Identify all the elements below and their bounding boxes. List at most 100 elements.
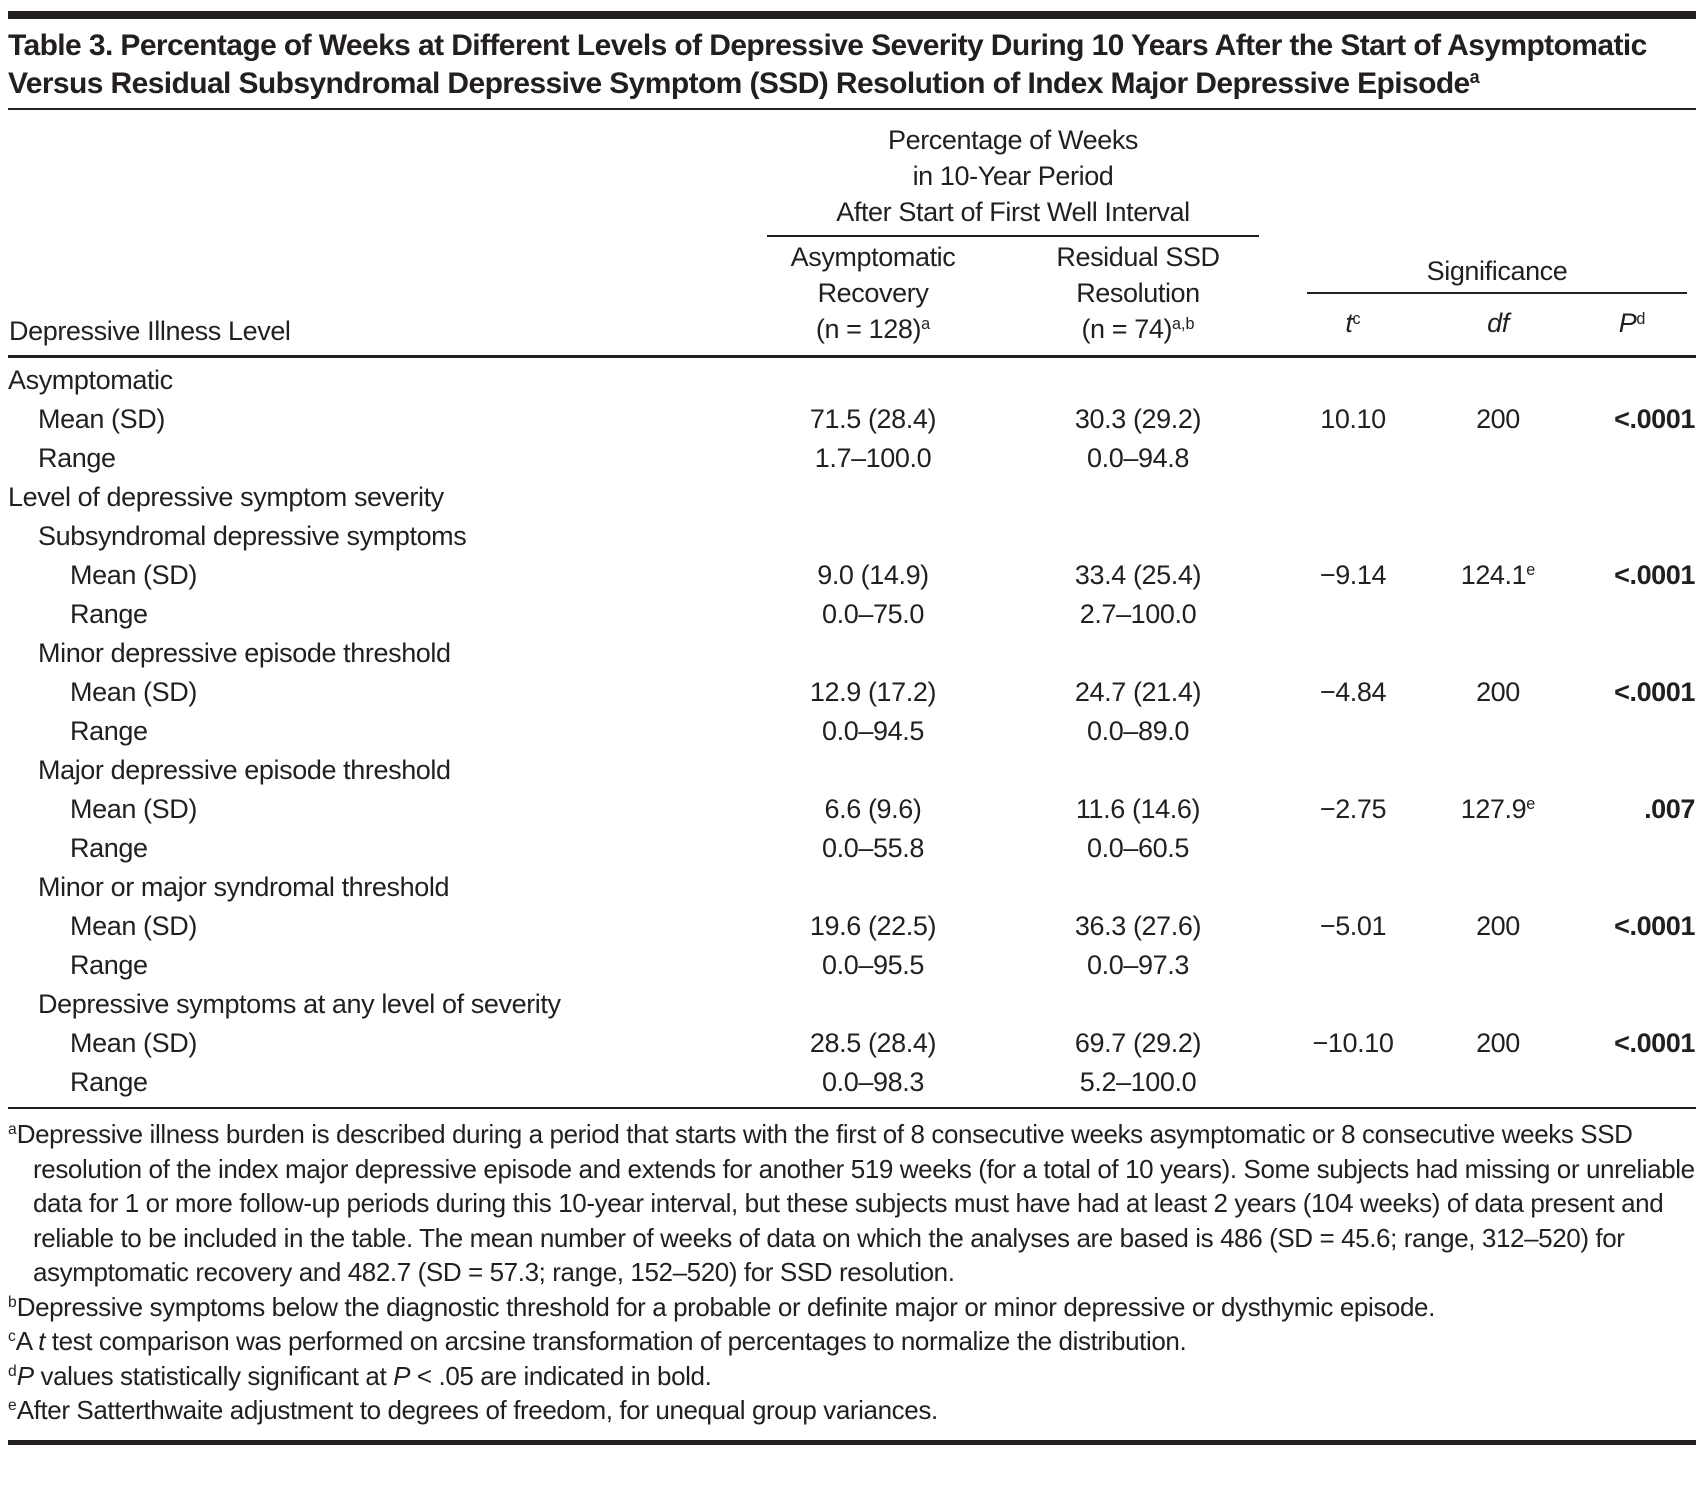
column-group-significance: Significance [1278,238,1696,295]
value-asymptomatic-recovery: 0.0–55.8 [822,833,924,863]
value-residual-ssd: 2.7–100.0 [1079,599,1197,629]
table-row: Subsyndromal depressive symptoms [8,517,1696,556]
value-asymptomatic-recovery [748,634,998,673]
table-row: Range 1.7–100.0 0.0–94.8 [8,439,1696,478]
value-df [1428,478,1568,517]
row-label: Range [70,950,148,980]
footnote-text: Depressive illness burden is described d… [16,1119,1695,1287]
value-t-statistic [1278,634,1428,673]
value-df [1428,868,1568,907]
column-header-line: Asymptomatic [790,242,956,272]
value-t-statistic: −4.84 [1319,677,1387,707]
value-residual-ssd: 0.0–89.0 [1087,716,1189,746]
value-t-statistic: −2.75 [1319,794,1387,824]
value-df [1428,595,1568,634]
value-residual-ssd [998,751,1278,790]
value-residual-ssd [998,517,1278,556]
footnote-text: t [38,1326,45,1356]
table-row: Mean (SD) 12.9 (17.2) 24.7 (21.4) −4.84 200 <… [8,673,1696,712]
percentage-of-weeks-spanner: Percentage of Weeks in 10-Year Period Af… [767,122,1259,237]
value-asymptomatic-recovery: 12.9 (17.2) [809,677,937,707]
value-residual-ssd: 0.0–60.5 [1087,833,1189,863]
value-t-statistic: 10.10 [1320,404,1386,434]
table-header: Depressive Illness Level Percentage of W… [8,109,1696,357]
table-title: Table 3. Percentage of Weeks at Differen… [8,27,1696,108]
row-label: Asymptomatic [8,355,748,400]
table-row: Mean (SD) 6.6 (9.6) 11.6 (14.6) −2.75 127.9e… [8,790,1696,829]
table-body: Asymptomatic Mean (SD) 71.5 (28.4) 30.3 (29… [8,355,1697,1109]
row-label: Mean (SD) [38,404,165,434]
value-p [1568,595,1696,634]
bottom-rule-bar [8,1439,1696,1445]
column-header-line: Resolution [1076,278,1200,308]
value-asymptomatic-recovery: 6.6 (9.6) [824,794,922,824]
significance-spanner: Significance [1307,253,1688,294]
table-row: Range 0.0–98.3 5.2–100.0 [8,1063,1697,1109]
value-t-statistic [1278,985,1428,1024]
value-df [1428,712,1568,751]
column-header-asymptomatic-recovery: Asymptomatic Recovery (n = 128)a [748,238,998,357]
row-label: Mean (SD) [70,794,197,824]
value-t-statistic: −10.10 [1312,1028,1394,1058]
footnote-d: dP values statistically significant at P… [8,1359,1696,1394]
row-label: Mean (SD) [70,677,197,707]
value-residual-ssd: 11.6 (14.6) [1075,794,1201,824]
header-row-spanners: Depressive Illness Level Percentage of W… [8,109,1696,346]
value-p: <.0001 [1614,911,1696,941]
column-header-residual-ssd-resolution: Residual SSD Resolution (n = 74)a,b [998,238,1278,357]
value-asymptomatic-recovery: 0.0–98.3 [748,1063,998,1109]
column-header-line: Residual SSD [1056,242,1220,272]
table-row: Mean (SD) 19.6 (22.5) 36.3 (27.6) −5.01 200 <… [8,907,1696,946]
paper-table-figure: Table 3. Percentage of Weeks at Differen… [0,11,1704,1445]
footnote-a: aDepressive illness burden is described … [8,1117,1696,1290]
value-asymptomatic-recovery: 1.7–100.0 [814,443,932,473]
df-footnote-marker: e [1526,795,1536,814]
df-number: 127.9 [1460,794,1527,824]
value-p [1568,1063,1697,1109]
column-footnote-marker: c [1352,309,1361,328]
column-header-label: Depressive Illness Level [9,316,291,346]
value-t-statistic [1278,868,1428,907]
table-row: Range 0.0–55.8 0.0–60.5 [8,829,1696,868]
value-asymptomatic-recovery: 28.5 (28.4) [809,1028,937,1058]
value-df: 200 [1428,400,1568,439]
footnote-marker: c [8,1328,16,1346]
column-header-df: df [1487,308,1509,339]
footnote-marker: e [8,1397,17,1415]
row-label: Mean (SD) [70,911,197,941]
value-asymptomatic-recovery: 0.0–94.5 [822,716,924,746]
footnote-text: < .05 are indicated in bold. [410,1360,712,1391]
value-t-statistic [1278,439,1428,478]
header-row-groups: Asymptomatic Recovery (n = 128)a Residua… [8,238,1696,344]
value-residual-ssd: 5.2–100.0 [998,1063,1278,1109]
table-row: Minor or major syndromal threshold [8,868,1696,907]
value-p: <.0001 [1614,560,1696,590]
value-p [1568,946,1696,985]
df-number: 200 [1476,1028,1520,1058]
value-asymptomatic-recovery: 0.0–75.0 [822,599,924,629]
df-number: 200 [1476,911,1520,941]
value-asymptomatic-recovery: 9.0 (14.9) [817,560,929,590]
row-label: Range [70,599,148,629]
footnote-b: bDepressive symptoms below the diagnosti… [8,1290,1696,1325]
header-row-statistics: tc df Pd [8,295,1696,357]
footnote-text: Depressive symptoms below the diagnostic… [16,1291,1436,1322]
value-residual-ssd [998,634,1278,673]
value-t-statistic [1278,829,1428,868]
table-row: Depressive symptoms at any level of seve… [8,985,1696,1024]
value-residual-ssd [998,985,1278,1024]
value-p [1568,478,1696,517]
row-label: Range [8,1063,748,1109]
footnote-c: cA t test comparison was performed on ar… [8,1324,1696,1359]
spanner-line: Percentage of Weeks [887,125,1139,155]
value-residual-ssd: 33.4 (25.4) [1074,560,1202,590]
value-df [1428,517,1568,556]
value-p [1568,829,1696,868]
column-header-t: tc [1345,308,1361,339]
value-p [1568,751,1696,790]
table-row: Range 0.0–94.5 0.0–89.0 [8,712,1696,751]
value-residual-ssd [998,355,1278,400]
value-p [1568,868,1696,907]
value-p: <.0001 [1614,1028,1696,1058]
value-df: 127.9e [1428,790,1568,829]
